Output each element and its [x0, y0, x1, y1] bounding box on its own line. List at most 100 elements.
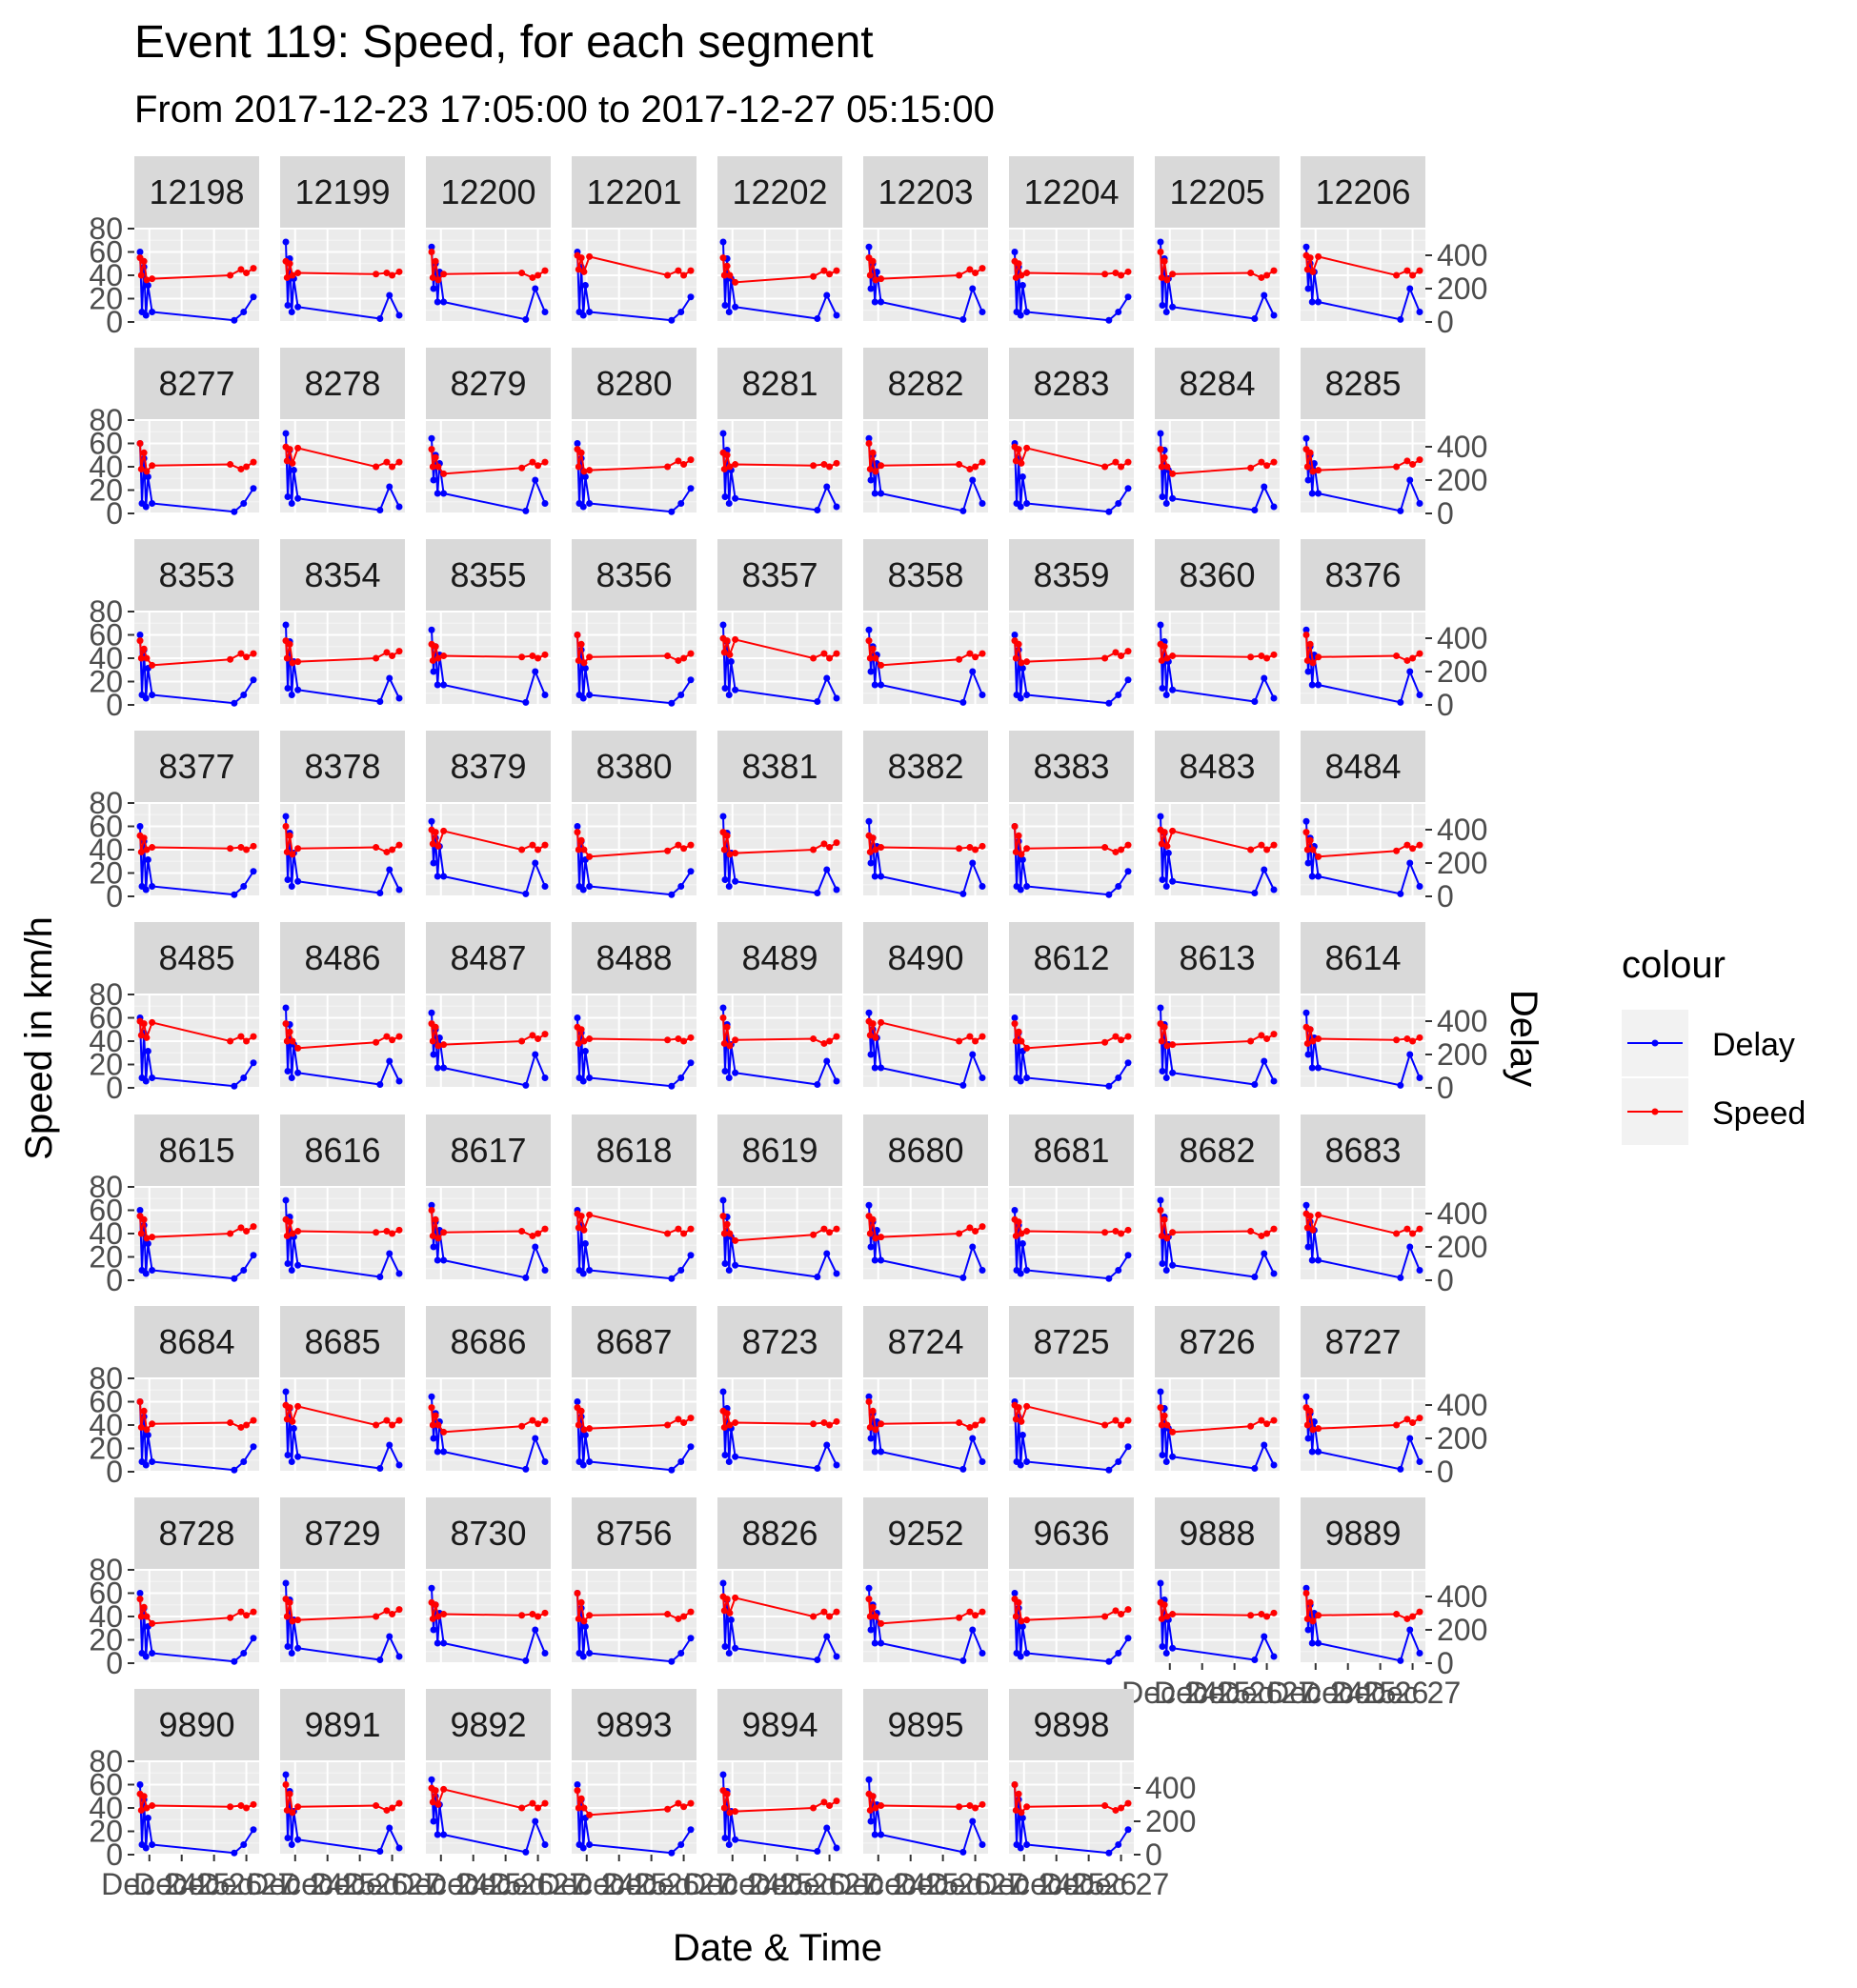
speed-point	[577, 836, 585, 844]
delay-point	[440, 1256, 448, 1264]
speed-point	[866, 1423, 874, 1431]
delay-point	[668, 699, 676, 707]
speed-point	[140, 1793, 148, 1800]
speed-point	[1270, 1225, 1278, 1233]
facet-strip	[717, 731, 842, 803]
delay-point	[434, 1831, 441, 1838]
speed-point	[720, 1607, 728, 1615]
speed-point	[1124, 1799, 1132, 1807]
delay-point	[240, 500, 248, 507]
speed-point	[140, 449, 148, 456]
speed-point	[140, 645, 148, 653]
speed-point	[529, 653, 536, 660]
delay-point	[290, 467, 297, 473]
speed-point	[518, 846, 526, 853]
speed-point	[541, 458, 549, 466]
speed-point	[680, 1419, 688, 1427]
y-tick-label: 0	[106, 879, 123, 914]
speed-point	[1393, 271, 1401, 279]
speed-point	[680, 1230, 688, 1237]
delay-point	[1270, 311, 1278, 319]
speed-point	[243, 463, 251, 471]
speed-point	[1247, 1228, 1255, 1235]
speed-point	[227, 271, 234, 279]
speed-point	[687, 1608, 695, 1616]
y-tick-label: 20	[89, 473, 123, 508]
speed-point	[979, 1608, 986, 1616]
delay-point	[719, 1771, 727, 1778]
speed-point	[1306, 1026, 1314, 1034]
speed-point	[1023, 1617, 1031, 1624]
speed-point	[966, 1608, 974, 1616]
delay-point	[1416, 1074, 1423, 1081]
speed-point	[373, 844, 380, 852]
speed-point	[140, 1215, 148, 1223]
delay-point	[231, 1657, 238, 1665]
delay-point	[814, 1465, 821, 1472]
facet-strip-label: 8619	[741, 1131, 817, 1170]
delay-point	[959, 1081, 967, 1089]
speed-point	[1101, 654, 1109, 662]
speed-point	[1263, 1035, 1271, 1043]
speed-point	[732, 1236, 739, 1244]
delay-point	[149, 692, 156, 698]
y-secondary-tick-label: 0	[1437, 1071, 1454, 1105]
delay-point	[1261, 1441, 1268, 1449]
speed-point	[1258, 653, 1265, 660]
facet-strip-label: 8617	[450, 1131, 526, 1170]
speed-point	[675, 841, 682, 849]
delay-point	[428, 1201, 435, 1209]
delay-point	[288, 500, 295, 507]
facet-strip	[426, 1689, 551, 1761]
speed-point	[243, 653, 251, 661]
speed-point	[865, 1596, 873, 1603]
x-tick-label: Dec 26	[166, 1867, 262, 1901]
delay-point	[149, 500, 156, 507]
facet-strip-label: 8730	[450, 1514, 526, 1553]
delay-point	[1302, 1201, 1310, 1209]
speed-point	[143, 468, 151, 475]
delay-point	[579, 1461, 587, 1469]
speed-point	[432, 1023, 439, 1031]
speed-point	[1112, 848, 1120, 855]
delay-point	[386, 291, 394, 299]
facet-strip-label: 8488	[595, 938, 672, 977]
facet-strip	[572, 1306, 696, 1378]
facet-strip	[426, 348, 551, 420]
delay-point	[240, 883, 248, 890]
speed-point	[440, 1229, 448, 1236]
delay-point	[284, 1068, 292, 1074]
delay-point	[1159, 302, 1166, 309]
speed-point	[1018, 1230, 1025, 1237]
speed-point	[283, 273, 291, 281]
speed-point	[979, 458, 986, 466]
speed-point	[434, 1613, 442, 1620]
delay-point	[969, 1817, 977, 1825]
delay-point	[1304, 859, 1312, 867]
y-tick-label: 20	[89, 1240, 123, 1275]
speed-point	[1416, 456, 1423, 464]
delay-point	[865, 1009, 873, 1016]
y-tick-label: 80	[89, 1744, 123, 1778]
delay-point	[142, 311, 150, 319]
delay-point	[1308, 1064, 1316, 1072]
delay-point	[1315, 490, 1322, 497]
speed-point	[1309, 268, 1317, 275]
delay-point	[282, 1771, 290, 1778]
delay-point	[1406, 1243, 1414, 1251]
speed-point	[972, 1228, 979, 1235]
facet-strip	[863, 1306, 988, 1378]
speed-point	[865, 1398, 873, 1405]
speed-point	[680, 845, 688, 853]
delay-point	[979, 500, 986, 507]
delay-point	[979, 309, 986, 315]
delay-point	[725, 692, 733, 698]
delay-point	[386, 1441, 394, 1449]
delay-point	[1115, 883, 1122, 890]
y-tick-label: 80	[89, 1361, 123, 1396]
facet-strip	[717, 348, 842, 420]
speed-point	[574, 1787, 581, 1795]
speed-point	[395, 1606, 403, 1614]
speed-point	[810, 462, 817, 470]
delay-point	[376, 1848, 384, 1855]
